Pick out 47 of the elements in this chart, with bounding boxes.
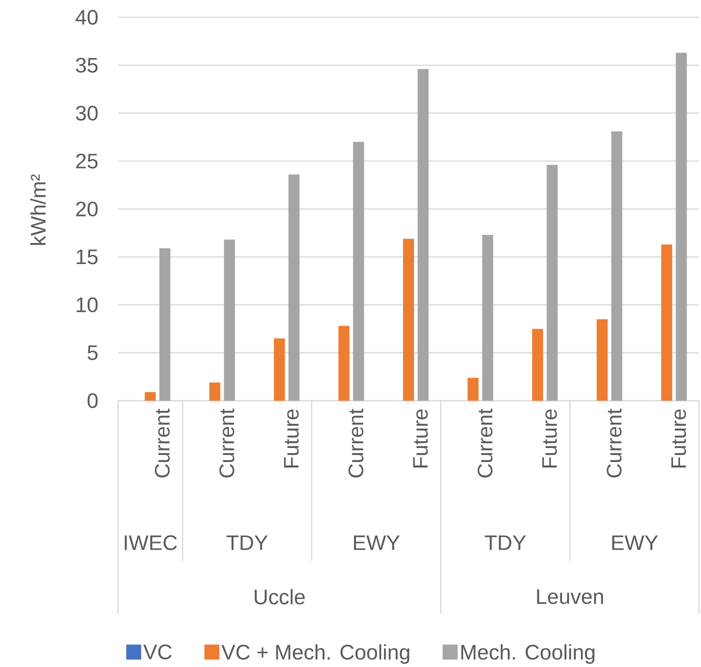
y-tick-label: 5 (88, 345, 98, 360)
bar (274, 338, 285, 401)
y-tick-label: 25 (76, 154, 98, 169)
text: TDY (484, 535, 526, 550)
bar (144, 392, 156, 401)
bar (532, 328, 544, 401)
bar (159, 248, 170, 401)
y-axis-title: kWh/m² (30, 174, 46, 245)
x-tick-label: Future (284, 409, 299, 468)
bar (482, 234, 494, 401)
x-tick-label: Current (478, 408, 492, 478)
bar (338, 326, 350, 401)
bar (676, 52, 687, 401)
bar (224, 240, 235, 401)
bar (596, 319, 608, 401)
y-tick-label: 15 (76, 250, 98, 264)
x-tick-label: Current (154, 408, 170, 478)
legend-label: VC (143, 644, 172, 660)
bar (418, 69, 429, 401)
y-tick-label: 20 (76, 202, 98, 216)
y-tick-label: 10 (76, 297, 98, 312)
y-tick-label: 35 (76, 58, 98, 73)
text: IWEC (124, 535, 177, 550)
text: Leuven (537, 589, 603, 604)
text: EWY (354, 535, 400, 550)
x-tick-label: Future (413, 409, 428, 468)
bar (611, 131, 622, 401)
x-tick-label: Current (219, 408, 234, 478)
x-tick-label: Future (671, 409, 686, 468)
bar (403, 238, 414, 401)
x-tick-label: Future (542, 409, 557, 468)
bar (209, 382, 220, 401)
bar (546, 164, 558, 401)
legend-label: Mech. Cooling (461, 644, 594, 664)
text: EWY (612, 535, 658, 550)
bar (288, 174, 300, 401)
legend-label: VC + Mech. Cooling (221, 644, 410, 664)
text: Uccle (254, 588, 305, 604)
x-tick-label: Current (348, 408, 364, 478)
bar (468, 378, 479, 401)
y-tick-label: 40 (76, 10, 98, 25)
bar (353, 142, 364, 401)
bar (661, 244, 672, 401)
y-tick-label: 30 (76, 106, 98, 121)
text: TDY (226, 535, 268, 550)
y-tick-label: 0 (88, 393, 98, 408)
x-tick-label: Current (606, 408, 622, 478)
